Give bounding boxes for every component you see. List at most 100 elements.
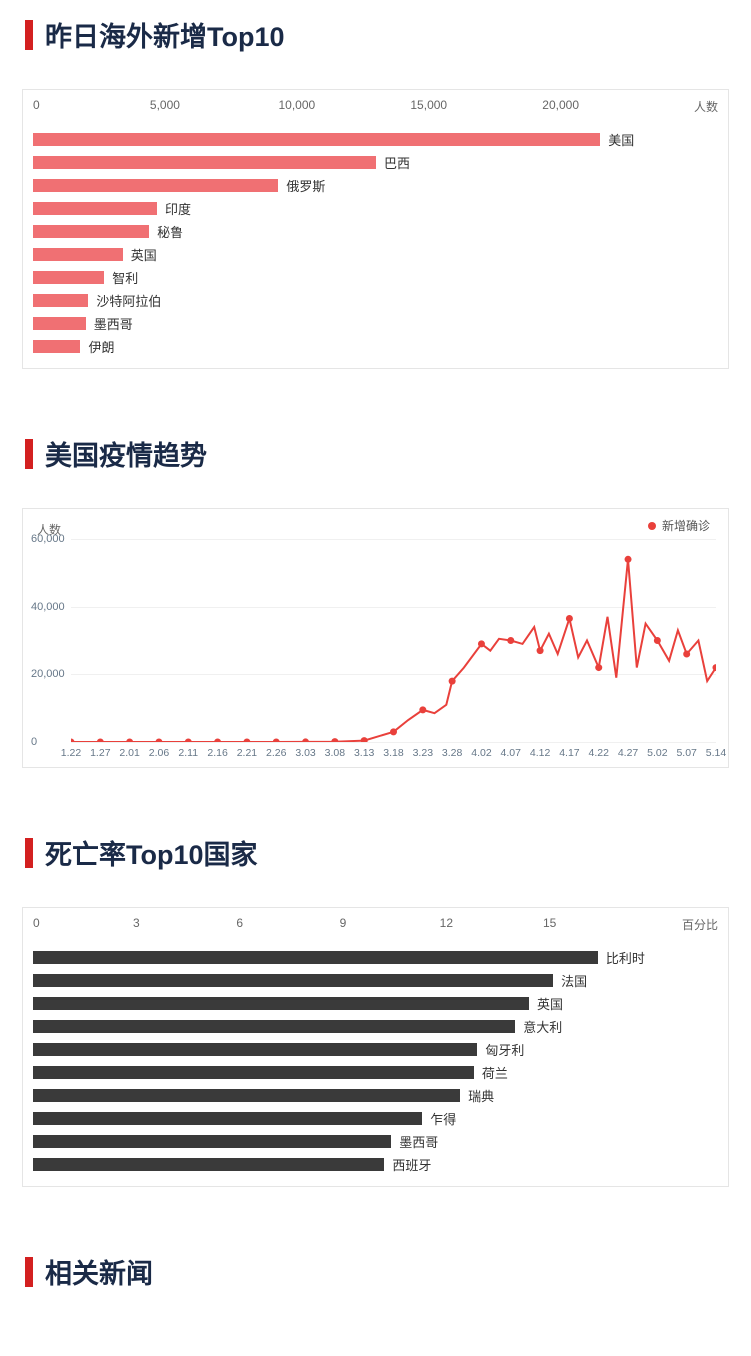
x-tick: 4.07	[501, 747, 521, 759]
data-marker	[71, 738, 75, 742]
x-tick: 4.17	[559, 747, 579, 759]
x-tick: 4.22	[589, 747, 609, 759]
x-tick: 3.28	[442, 747, 462, 759]
x-tick: 5.14	[706, 747, 726, 759]
bar-label: 印度	[165, 199, 191, 218]
x-tick: 2.16	[207, 747, 227, 759]
mortality-top10-chart: 03691215百分比比利时法国英国意大利匈牙利荷兰瑞典乍得墨西哥西班牙	[22, 907, 729, 1187]
data-marker	[97, 738, 104, 742]
title-text: 相关新闻	[45, 1252, 153, 1291]
bar-row: 伊朗	[33, 335, 718, 357]
title-marker	[25, 20, 33, 50]
axis-unit-label: 百分比	[682, 916, 718, 933]
section-title: 相关新闻	[0, 1237, 751, 1306]
x-tick: 3.18	[383, 747, 403, 759]
bar-label: 英国	[131, 245, 157, 264]
bar-label: 智利	[112, 268, 138, 287]
bar	[33, 248, 123, 261]
bar	[33, 156, 376, 169]
bar-row: 智利	[33, 266, 718, 288]
title-marker	[25, 439, 33, 469]
bar	[33, 1020, 515, 1033]
title-marker	[25, 1257, 33, 1287]
x-tick: 2.26	[266, 747, 286, 759]
line-path	[71, 559, 716, 742]
bar	[33, 951, 598, 964]
x-axis: 1.221.272.012.062.112.162.212.263.033.08…	[71, 744, 716, 759]
bar-row: 巴西	[33, 151, 718, 173]
bar	[33, 340, 80, 353]
chart-x-axis: 03691215百分比	[33, 916, 718, 936]
grid-line	[71, 742, 716, 743]
bar-row: 沙特阿拉伯	[33, 289, 718, 311]
bar-row: 俄罗斯	[33, 174, 718, 196]
x-tick: 20,000	[542, 98, 579, 112]
bar	[33, 294, 88, 307]
bar-row: 西班牙	[33, 1153, 718, 1175]
x-tick: 3.08	[325, 747, 345, 759]
y-tick: 60,000	[31, 533, 65, 545]
data-marker	[507, 637, 514, 644]
section-overseas-top10: 昨日海外新增Top10 05,00010,00015,00020,000人数美国…	[0, 0, 751, 369]
x-tick: 3.23	[413, 747, 433, 759]
data-marker	[390, 728, 397, 735]
x-tick: 2.06	[149, 747, 169, 759]
bar-label: 伊朗	[88, 337, 114, 356]
bar-label: 瑞典	[468, 1086, 494, 1105]
bar	[33, 1066, 474, 1079]
bar-label: 俄罗斯	[286, 176, 325, 195]
x-tick: 2.01	[119, 747, 139, 759]
section-news: 相关新闻	[0, 1237, 751, 1306]
data-marker	[331, 738, 338, 742]
us-trend-chart: 新增确诊人数020,00040,00060,0001.221.272.012.0…	[22, 508, 729, 768]
x-tick: 2.21	[237, 747, 257, 759]
x-tick: 5.02	[647, 747, 667, 759]
x-tick: 0	[33, 98, 40, 112]
bar-row: 印度	[33, 197, 718, 219]
data-marker	[155, 738, 162, 742]
bar	[33, 271, 104, 284]
bar-row: 比利时	[33, 946, 718, 968]
bar-label: 英国	[537, 994, 563, 1013]
legend-label: 新增确诊	[662, 517, 710, 534]
x-tick: 4.27	[618, 747, 638, 759]
bar-row: 英国	[33, 992, 718, 1014]
legend-marker-icon	[648, 522, 656, 530]
bar-row: 法国	[33, 969, 718, 991]
data-marker	[625, 556, 632, 563]
bar-label: 匈牙利	[485, 1040, 524, 1059]
bar	[33, 1112, 422, 1125]
data-marker	[419, 706, 426, 713]
bar	[33, 317, 86, 330]
section-mortality-top10: 死亡率Top10国家 03691215百分比比利时法国英国意大利匈牙利荷兰瑞典乍…	[0, 818, 751, 1187]
bar-label: 法国	[561, 971, 587, 990]
section-title: 美国疫情趋势	[0, 419, 751, 488]
line-svg	[71, 539, 716, 742]
data-marker	[478, 640, 485, 647]
bar-label: 比利时	[606, 948, 645, 967]
x-tick: 15,000	[410, 98, 447, 112]
bar-row: 英国	[33, 243, 718, 265]
title-text: 美国疫情趋势	[45, 434, 207, 473]
bar	[33, 225, 149, 238]
title-text: 死亡率Top10国家	[45, 833, 258, 872]
x-tick: 6	[236, 916, 243, 930]
x-tick: 3.03	[295, 747, 315, 759]
bar	[33, 179, 278, 192]
bar-row: 瑞典	[33, 1084, 718, 1106]
bar-row: 匈牙利	[33, 1038, 718, 1060]
x-tick: 5,000	[150, 98, 180, 112]
bar	[33, 997, 529, 1010]
title-text: 昨日海外新增Top10	[45, 15, 285, 54]
x-tick: 12	[440, 916, 453, 930]
data-marker	[683, 651, 690, 658]
bar-label: 荷兰	[482, 1063, 508, 1082]
x-tick: 3.13	[354, 747, 374, 759]
x-tick: 9	[340, 916, 347, 930]
x-tick: 2.11	[178, 747, 198, 759]
bar-row: 意大利	[33, 1015, 718, 1037]
bar-label: 墨西哥	[399, 1132, 438, 1151]
data-marker	[302, 738, 309, 742]
data-marker	[713, 664, 717, 671]
y-tick: 0	[31, 736, 37, 748]
